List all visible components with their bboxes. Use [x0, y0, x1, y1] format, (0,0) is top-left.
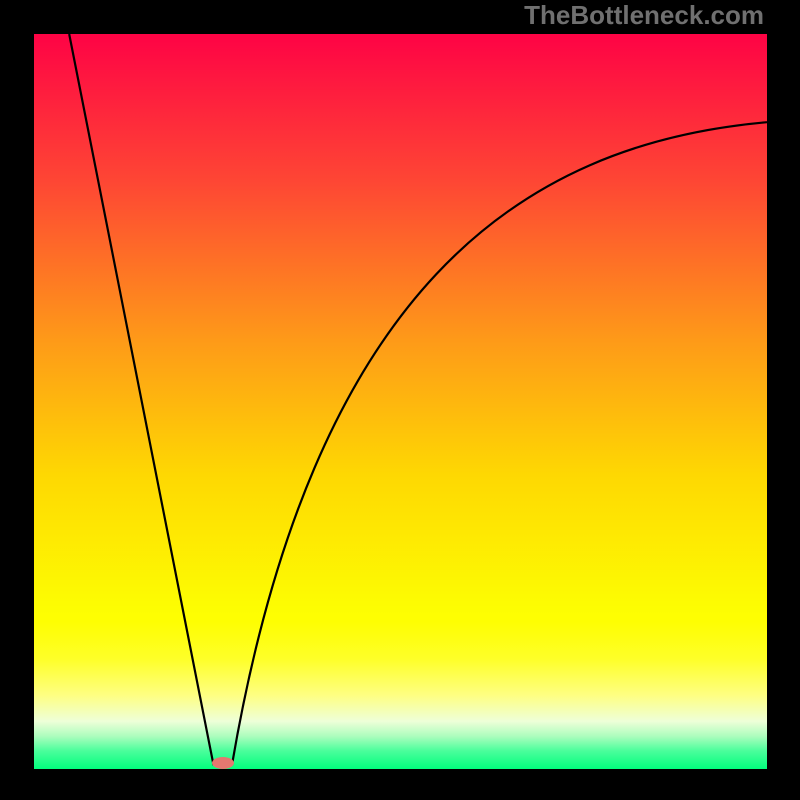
bottleneck-curve — [69, 34, 767, 765]
chart-curve-layer — [34, 34, 767, 769]
chart-plot-area — [34, 34, 767, 769]
watermark-text: TheBottleneck.com — [524, 0, 764, 31]
null-point-marker — [212, 757, 234, 769]
